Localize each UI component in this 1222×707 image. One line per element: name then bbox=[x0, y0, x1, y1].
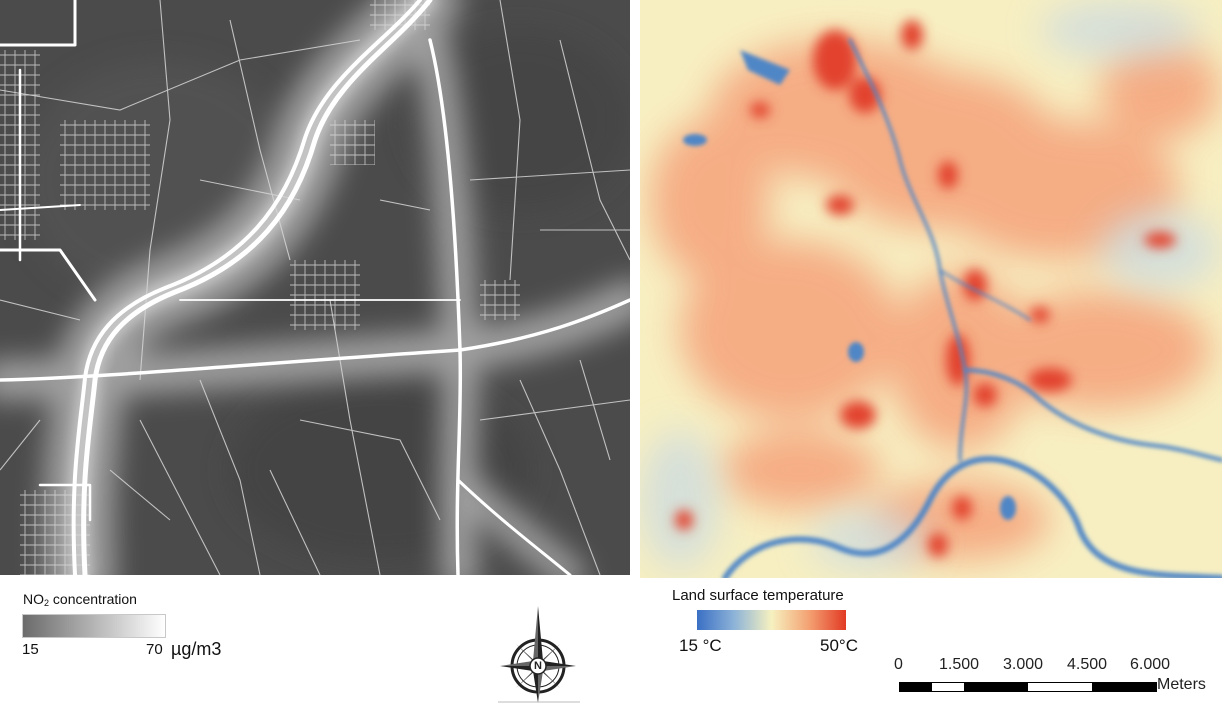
land-surface-temperature-map[interactable] bbox=[640, 0, 1222, 578]
no2-legend-min-label: 15 bbox=[22, 641, 39, 658]
lst-cool-zones bbox=[640, 0, 1220, 570]
scale-tick-4500: 4.500 bbox=[1067, 656, 1108, 673]
no2-minor-roads bbox=[0, 0, 630, 575]
lst-legend-title: Land surface temperature bbox=[672, 587, 844, 604]
scale-unit: Meters bbox=[1157, 676, 1206, 693]
no2-legend-max-label: 70 bbox=[146, 641, 163, 658]
lst-water-bodies bbox=[683, 50, 1016, 520]
lst-rivers bbox=[722, 38, 1222, 578]
no2-legend-gradient bbox=[22, 614, 166, 638]
no2-legend-title-rest: concentration bbox=[49, 591, 137, 607]
no2-legend-unit: µg/m3 bbox=[171, 639, 222, 659]
north-arrow-compass-icon: N bbox=[498, 604, 580, 704]
lst-legend-max-label: 50°C bbox=[820, 636, 858, 655]
no2-legend-title: NO2 concentration bbox=[23, 591, 137, 608]
no2-legend-title-text: NO bbox=[23, 591, 44, 607]
scale-tick-3000: 3.000 bbox=[1003, 656, 1044, 673]
compass-letter: N bbox=[534, 660, 542, 672]
scale-bar-graphic bbox=[899, 682, 1157, 692]
no2-legend-title-subscript: 2 bbox=[44, 598, 50, 608]
scale-tick-1500: 1.500 bbox=[939, 656, 980, 673]
no2-settlements bbox=[0, 0, 520, 575]
no2-major-roads bbox=[0, 0, 630, 575]
no2-concentration-map[interactable] bbox=[0, 0, 630, 575]
scale-tick-6000: 6.000 bbox=[1130, 656, 1171, 673]
scale-bar: 0 1.500 3.000 4.500 6.000 Meters bbox=[880, 656, 1222, 696]
lst-legend-min-label: 15 °C bbox=[679, 636, 722, 655]
lst-legend-gradient bbox=[697, 610, 846, 630]
lst-hot-spots bbox=[675, 20, 1176, 557]
scale-tick-0: 0 bbox=[894, 656, 903, 673]
